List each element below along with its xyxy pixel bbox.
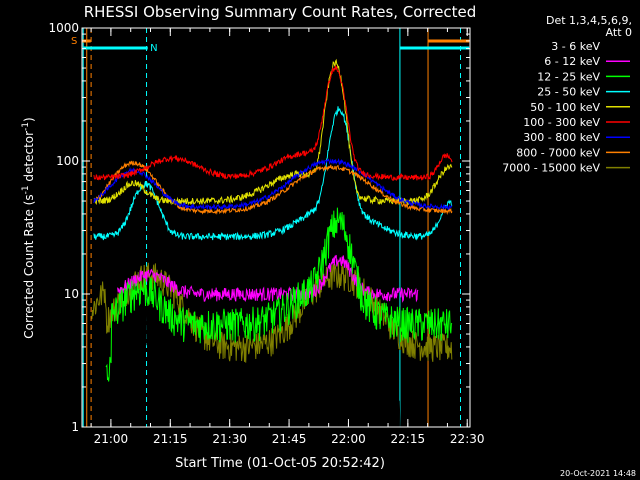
- series-line-4: [93, 58, 453, 207]
- x-tick-label-22:30: 22:30: [450, 432, 485, 446]
- series-line-5: [93, 65, 453, 181]
- timestamp: 20-Oct-2021 14:48: [560, 469, 636, 478]
- x-tick-label-21:15: 21:15: [153, 432, 188, 446]
- series-line-7: [93, 160, 453, 216]
- plot-area: S N 1 10 100 1000 21:00 21:15 21:30 21:45 22:00 22:…: [48, 21, 484, 446]
- x-axis-label: Start Time (01-Oct-05 20:52:42): [175, 456, 385, 471]
- series-line-2: [105, 207, 453, 382]
- legend-label-2: 12 - 25 keV: [537, 70, 600, 83]
- legend-label-5: 100 - 300 keV: [523, 116, 600, 129]
- x-tick-label-22:15: 22:15: [391, 432, 426, 446]
- y-axis-label: Corrected Count Rate (s-1 detector-1): [21, 117, 36, 338]
- n-flag-label: N: [150, 43, 157, 54]
- x-tick-label-22:00: 22:00: [331, 432, 366, 446]
- legend-header-1: Att 0: [606, 26, 632, 39]
- legend-header-0: Det 1,3,4,5,6,9,: [546, 14, 632, 27]
- legend: Det 1,3,4,5,6,9,Att 0 3 - 6 keV 6 - 12 keV…: [502, 14, 632, 175]
- series-line-6: [93, 158, 453, 211]
- chart-title: RHESSI Observing Summary Count Rates, Co…: [84, 3, 477, 21]
- x-tick-label-21:30: 21:30: [212, 432, 247, 446]
- legend-label-4: 50 - 100 keV: [530, 101, 600, 114]
- legend-label-7: 800 - 7000 keV: [516, 146, 600, 159]
- series-line-3: [93, 106, 453, 241]
- y-tick-label-1000: 1000: [48, 21, 79, 35]
- legend-label-6: 300 - 800 keV: [523, 131, 600, 144]
- x-tick-label-21:00: 21:00: [94, 432, 129, 446]
- series-line-8: [91, 262, 453, 363]
- legend-label-3: 25 - 50 keV: [537, 86, 600, 99]
- legend-label-0: 3 - 6 keV: [551, 40, 600, 53]
- s-flag-label: S: [71, 36, 77, 47]
- axes-frame: [81, 27, 471, 428]
- legend-label-8: 7000 - 15000 keV: [502, 162, 600, 175]
- y-tick-label-1: 1: [71, 420, 79, 434]
- x-tick-label-21:45: 21:45: [272, 432, 307, 446]
- y-tick-label-100: 100: [56, 154, 79, 168]
- y-tick-label-10: 10: [64, 287, 79, 301]
- legend-label-1: 6 - 12 keV: [544, 55, 600, 68]
